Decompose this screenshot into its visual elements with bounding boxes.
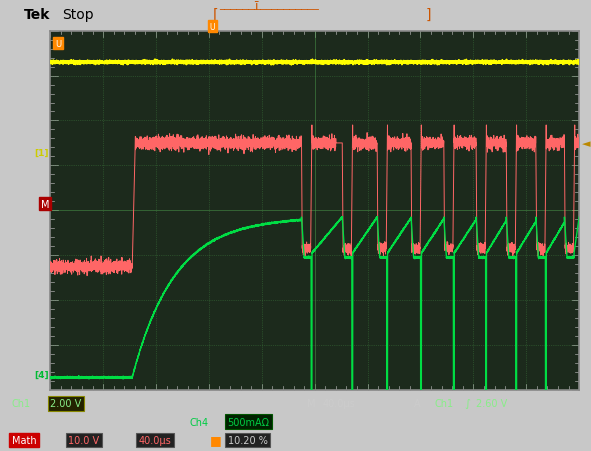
Text: Tek: Tek bbox=[24, 8, 50, 22]
Text: Ch4: Ch4 bbox=[189, 417, 208, 427]
Text: 40.0μs: 40.0μs bbox=[139, 435, 171, 445]
Text: A: A bbox=[414, 399, 420, 409]
Text: U: U bbox=[210, 23, 215, 32]
Text: [4]: [4] bbox=[34, 370, 49, 379]
Text: 40.0μs: 40.0μs bbox=[322, 399, 355, 409]
Text: 2.60 V: 2.60 V bbox=[476, 399, 507, 409]
Text: ■: ■ bbox=[210, 433, 222, 446]
Text: M: M bbox=[307, 399, 316, 409]
Text: 10.20 %: 10.20 % bbox=[228, 435, 267, 445]
Text: 10.0 V: 10.0 V bbox=[68, 435, 99, 445]
Text: 2.00 V: 2.00 V bbox=[50, 399, 82, 409]
Text: Ch1: Ch1 bbox=[12, 399, 31, 409]
Text: ∫: ∫ bbox=[464, 399, 470, 409]
Text: U: U bbox=[55, 40, 61, 49]
Text: Math: Math bbox=[12, 435, 37, 445]
Text: ◄: ◄ bbox=[582, 138, 590, 148]
Text: [1]: [1] bbox=[35, 148, 49, 157]
Text: ]: ] bbox=[426, 8, 431, 22]
Text: ī: ī bbox=[254, 0, 258, 13]
Text: 500mAΩ: 500mAΩ bbox=[228, 417, 269, 427]
Text: Stop: Stop bbox=[62, 8, 94, 22]
Text: M: M bbox=[41, 199, 49, 209]
Text: Ch1: Ch1 bbox=[434, 399, 453, 409]
Text: ─────────────────: ───────────────── bbox=[219, 5, 319, 15]
Text: [: [ bbox=[213, 8, 218, 22]
